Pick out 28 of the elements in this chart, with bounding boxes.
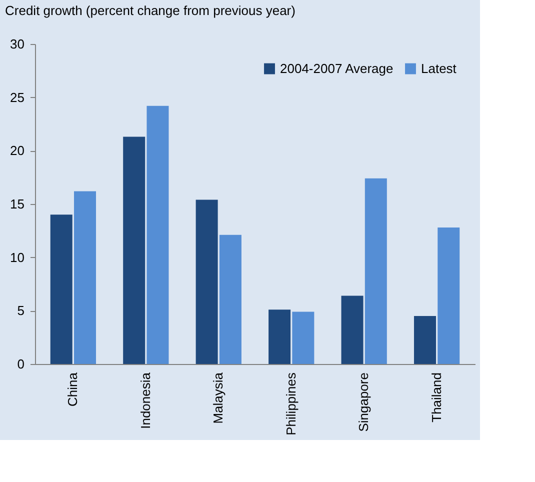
y-tick-label: 15 xyxy=(10,196,24,212)
bar xyxy=(219,234,242,364)
bar xyxy=(438,227,460,364)
x-tick-label: Philippines xyxy=(283,372,298,436)
bar xyxy=(364,178,387,364)
bar xyxy=(146,106,169,364)
bar xyxy=(292,312,314,364)
bar xyxy=(414,316,436,364)
bar xyxy=(268,310,291,364)
x-tick-label: Thailand xyxy=(428,372,444,422)
x-tick-label: Indonesia xyxy=(138,372,153,429)
bar xyxy=(74,191,96,364)
y-tick-label: 20 xyxy=(10,143,24,158)
y-tick-label: 25 xyxy=(10,90,24,105)
legend-label: Latest xyxy=(421,60,457,76)
bar xyxy=(196,200,218,364)
legend-label: 2004-2007 Average xyxy=(280,60,394,76)
y-tick-label: 10 xyxy=(10,250,24,265)
x-tick-label: China xyxy=(65,372,80,406)
bar xyxy=(341,296,364,364)
y-tick-label: 30 xyxy=(10,36,24,52)
x-tick-label: Singapore xyxy=(356,372,372,432)
y-tick-label: 5 xyxy=(17,303,24,318)
bar xyxy=(123,136,146,364)
bar xyxy=(50,214,72,364)
y-tick-label: 0 xyxy=(17,356,24,372)
x-tick-label: Malaysia xyxy=(210,372,226,424)
chart-title: Credit growth (percent change from previous year) xyxy=(5,3,296,18)
